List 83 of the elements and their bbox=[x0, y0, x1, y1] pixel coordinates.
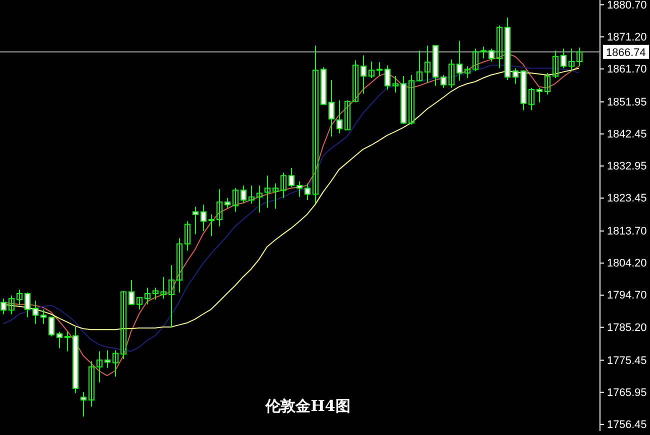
ref-line-label: 1866.74 bbox=[606, 46, 646, 59]
candlestick bbox=[480, 46, 486, 59]
candlestick bbox=[64, 331, 70, 352]
candlestick bbox=[464, 66, 470, 79]
y-tick-label: 1871.20 bbox=[607, 31, 647, 44]
candlestick bbox=[336, 100, 342, 134]
candlestick bbox=[32, 300, 38, 324]
candlestick bbox=[448, 58, 454, 88]
candlestick bbox=[368, 60, 374, 79]
candlestick bbox=[8, 295, 14, 315]
candlestick bbox=[200, 204, 206, 232]
candlestick bbox=[216, 188, 222, 227]
y-tick-label: 1794.70 bbox=[607, 290, 647, 302]
candlestick bbox=[136, 297, 142, 310]
candlestick bbox=[488, 48, 494, 62]
candlestick bbox=[352, 60, 358, 103]
candlestick bbox=[0, 298, 6, 315]
candlestick bbox=[288, 167, 294, 188]
candlestick bbox=[48, 316, 54, 337]
candlestick bbox=[256, 184, 262, 213]
candlestick bbox=[424, 45, 430, 84]
text: 伦敦金H4图 bbox=[264, 397, 350, 415]
candlestick bbox=[80, 392, 86, 417]
y-tick-label: 1756.45 bbox=[607, 418, 647, 431]
candlestick bbox=[392, 76, 398, 94]
candlestick bbox=[40, 308, 46, 324]
candlestick bbox=[184, 220, 190, 252]
candlestick bbox=[24, 292, 30, 318]
candlestick bbox=[104, 350, 110, 368]
candlestick bbox=[56, 331, 62, 349]
y-tick-label: 1851.95 bbox=[607, 96, 647, 108]
candlestick bbox=[496, 24, 502, 69]
candlestick bbox=[144, 287, 150, 305]
candlestick bbox=[384, 64, 390, 90]
candlestick bbox=[456, 40, 462, 82]
y-tick-label: 1785.20 bbox=[607, 322, 647, 334]
candlestick bbox=[168, 264, 174, 328]
candlestick bbox=[224, 197, 230, 208]
candlestick bbox=[512, 68, 518, 84]
y-tick-label: 1775.45 bbox=[607, 354, 647, 367]
y-tick-label: 1813.70 bbox=[607, 226, 647, 238]
candlestick bbox=[280, 172, 286, 198]
y-tick-label: 1804.20 bbox=[607, 258, 647, 270]
candlestick bbox=[528, 87, 534, 111]
candlestick bbox=[552, 50, 558, 79]
candlestick bbox=[296, 180, 302, 198]
candlestick bbox=[208, 214, 214, 237]
candlestick bbox=[120, 290, 126, 360]
candlestick bbox=[264, 175, 270, 208]
candlestick bbox=[304, 182, 310, 200]
candlestick bbox=[96, 350, 102, 383]
candlestick bbox=[536, 87, 542, 103]
candlestick bbox=[568, 48, 574, 71]
candlestick bbox=[312, 45, 318, 204]
candlestick bbox=[472, 48, 478, 72]
y-tick-label: 1832.95 bbox=[607, 160, 647, 173]
y-tick-label: 1823.45 bbox=[607, 192, 647, 205]
candlestick bbox=[160, 276, 166, 300]
candlestick bbox=[240, 184, 246, 204]
y-tick-label: 1765.95 bbox=[607, 386, 647, 399]
candlestick bbox=[344, 100, 350, 130]
candlestick bbox=[192, 206, 198, 235]
candlestick bbox=[128, 280, 134, 305]
candlestick bbox=[232, 188, 238, 212]
y-tick-label: 1861.70 bbox=[607, 63, 647, 76]
candlestick bbox=[88, 360, 94, 408]
candlestick bbox=[408, 74, 414, 126]
candlestick bbox=[112, 350, 118, 378]
candlestick bbox=[152, 287, 158, 300]
candlestick bbox=[360, 54, 366, 94]
candlestick bbox=[544, 72, 550, 96]
candlestick bbox=[16, 289, 22, 306]
candlestick bbox=[272, 182, 278, 210]
candlestick bbox=[440, 74, 446, 88]
y-tick-label: 1880.70 bbox=[607, 0, 647, 12]
candlestick bbox=[560, 48, 566, 69]
candlestick bbox=[248, 184, 254, 204]
candlestick bbox=[176, 238, 182, 294]
candlestick bbox=[576, 47, 582, 67]
candlestick bbox=[376, 62, 382, 76]
y-tick-label: 1842.45 bbox=[607, 128, 647, 140]
candlestick bbox=[416, 50, 422, 82]
candlestick bbox=[328, 80, 334, 137]
